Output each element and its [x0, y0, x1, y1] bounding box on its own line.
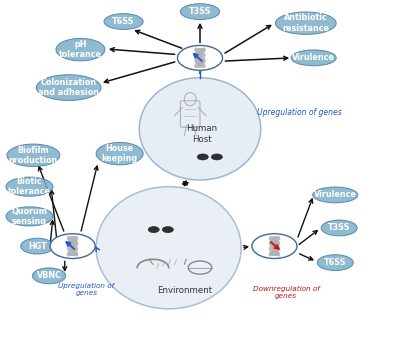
- Text: Upregulation of
genes: Upregulation of genes: [58, 282, 114, 296]
- Ellipse shape: [291, 50, 336, 66]
- Ellipse shape: [50, 234, 95, 258]
- Ellipse shape: [313, 187, 358, 203]
- Ellipse shape: [211, 154, 222, 160]
- Ellipse shape: [56, 38, 105, 61]
- Text: Virulence: Virulence: [314, 190, 357, 200]
- Ellipse shape: [6, 207, 53, 226]
- Text: House
keeping: House keeping: [102, 144, 138, 163]
- Text: T6SS: T6SS: [112, 17, 135, 26]
- Text: Human
Host: Human Host: [186, 124, 218, 144]
- Ellipse shape: [21, 238, 54, 254]
- Text: Virulence: Virulence: [292, 53, 335, 62]
- Text: pH
tolerance: pH tolerance: [59, 40, 102, 59]
- Ellipse shape: [180, 4, 220, 20]
- Text: Biotic
tolerance: Biotic tolerance: [8, 177, 51, 196]
- Ellipse shape: [162, 226, 173, 233]
- Text: HGT: HGT: [28, 242, 47, 251]
- Ellipse shape: [32, 268, 66, 284]
- Text: T3SS: T3SS: [189, 7, 211, 16]
- Circle shape: [139, 78, 261, 180]
- Ellipse shape: [6, 177, 53, 196]
- Text: Upregulation of genes: Upregulation of genes: [257, 108, 342, 117]
- Circle shape: [96, 187, 241, 309]
- Text: Quorum
sensing: Quorum sensing: [12, 207, 48, 226]
- Ellipse shape: [148, 226, 159, 233]
- Ellipse shape: [276, 12, 336, 34]
- Text: Colonization
and adhesion: Colonization and adhesion: [38, 78, 99, 97]
- Ellipse shape: [178, 45, 222, 70]
- Text: VBNC: VBNC: [36, 271, 62, 280]
- Text: Antibiotic
resistance: Antibiotic resistance: [282, 13, 329, 33]
- Ellipse shape: [252, 234, 297, 258]
- Text: Biofilm
production: Biofilm production: [9, 146, 58, 165]
- Ellipse shape: [96, 143, 143, 165]
- Text: T6SS: T6SS: [324, 258, 346, 267]
- Ellipse shape: [197, 154, 208, 160]
- Ellipse shape: [36, 75, 101, 100]
- Ellipse shape: [317, 255, 353, 271]
- Ellipse shape: [7, 144, 60, 166]
- Text: Environment: Environment: [157, 286, 212, 295]
- Ellipse shape: [321, 220, 357, 236]
- Ellipse shape: [104, 13, 143, 29]
- Text: T3SS: T3SS: [328, 223, 350, 233]
- Text: Downregulation of
genes: Downregulation of genes: [253, 286, 320, 299]
